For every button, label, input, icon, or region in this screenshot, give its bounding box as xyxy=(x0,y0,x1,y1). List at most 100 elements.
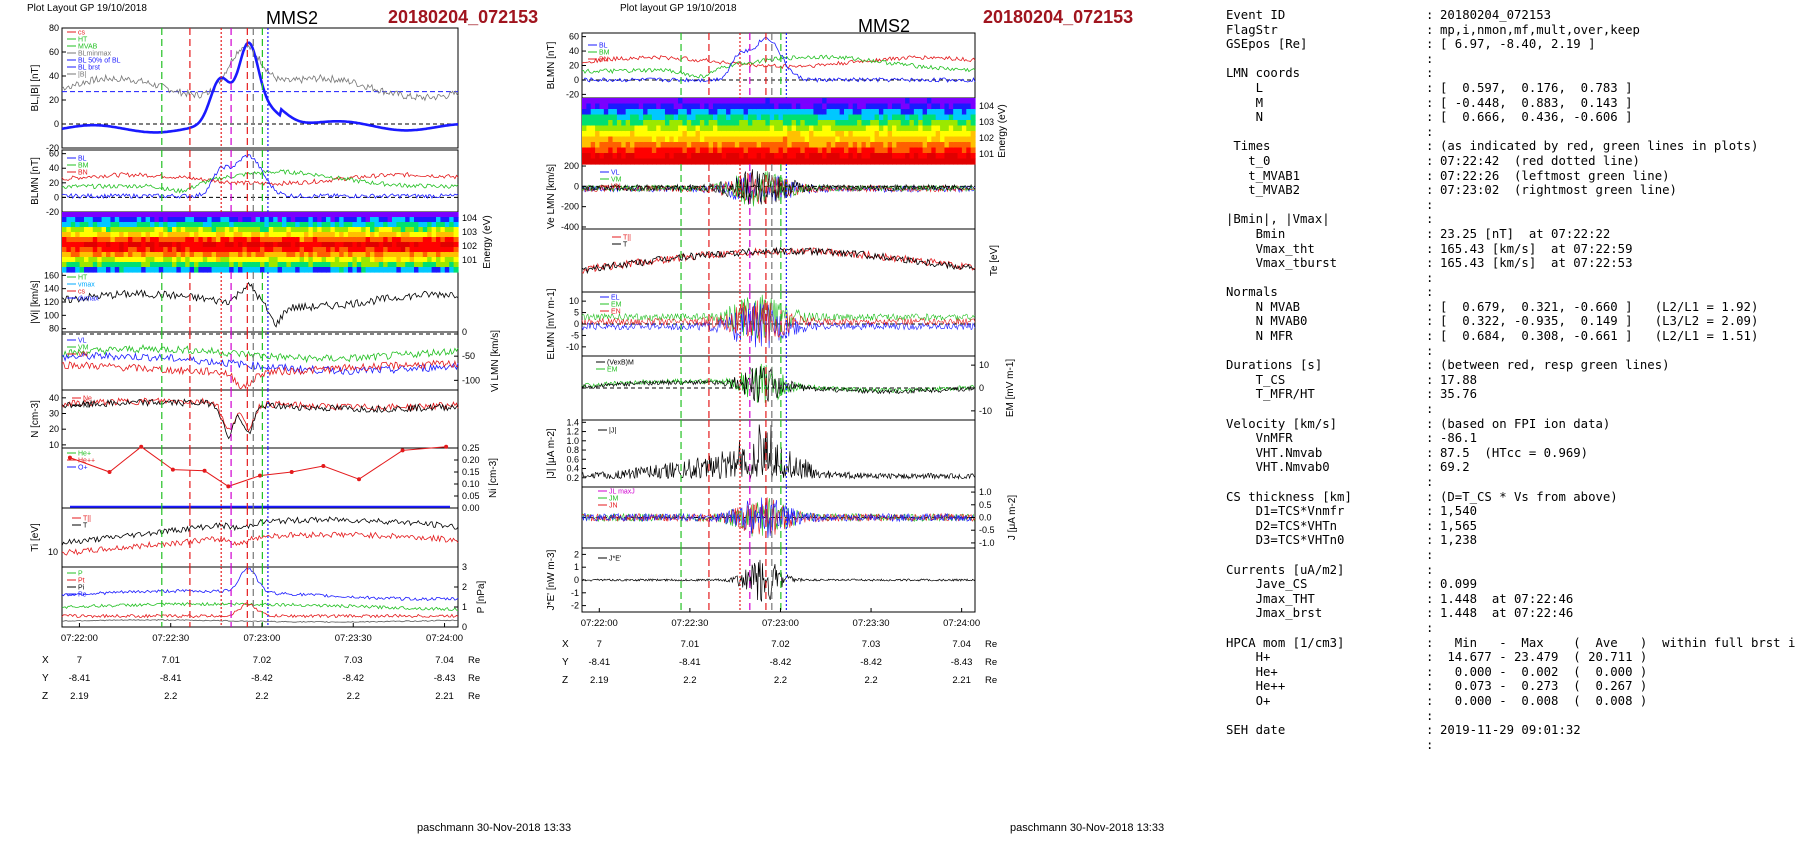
spectrogram-cell xyxy=(150,232,155,238)
y-tick-label: 0 xyxy=(462,622,467,632)
spectrogram-cell xyxy=(817,120,823,127)
spectrogram-cell xyxy=(286,217,292,223)
spectrogram-cell xyxy=(713,158,718,165)
spectrogram-cell xyxy=(387,247,393,253)
spectrogram-cell xyxy=(756,98,762,105)
spectrogram-cell xyxy=(765,103,771,110)
spectrogram-cell xyxy=(70,242,76,248)
spectrogram-cell xyxy=(106,252,111,258)
spectrogram-cell xyxy=(800,153,806,160)
spectrogram-cell xyxy=(88,267,94,273)
spectrogram-cell xyxy=(114,237,120,243)
spectrogram-cell xyxy=(79,222,85,228)
info-colon: : xyxy=(1426,226,1434,241)
spectrogram-cell xyxy=(282,232,287,238)
spectrogram-cell xyxy=(634,103,640,110)
spectrogram-cell xyxy=(678,103,684,110)
spectrogram-cell xyxy=(444,252,450,258)
spectrogram-cell xyxy=(286,227,292,233)
spectrogram-cell xyxy=(756,120,762,127)
spectrogram-cell xyxy=(150,252,155,258)
info-key: Velocity [km/s] xyxy=(1226,416,1338,431)
spectrogram-cell xyxy=(202,227,208,233)
spectrogram-cell xyxy=(167,212,173,218)
spectrogram-cell xyxy=(695,103,701,110)
spectrogram-cell xyxy=(835,103,841,110)
spectrogram-cell xyxy=(396,232,402,238)
spectrogram-cell xyxy=(830,153,836,160)
y-tick-label: 0 xyxy=(574,181,579,191)
spectrogram-cell xyxy=(396,267,402,273)
spectrogram-cell xyxy=(774,153,780,160)
legend-label: BL xyxy=(78,156,87,163)
spectrogram-cell xyxy=(782,136,788,143)
spectrogram-cell xyxy=(189,242,195,248)
spectrogram-cell xyxy=(621,109,627,116)
info-key xyxy=(1226,621,1426,636)
data-point xyxy=(107,470,112,474)
spectrogram-cell xyxy=(948,142,954,149)
spectrogram-cell xyxy=(586,136,592,143)
spectrogram-cell xyxy=(427,267,433,273)
spectrogram-cell xyxy=(79,242,85,248)
spectrogram-cell xyxy=(699,142,705,149)
spectrogram-cell xyxy=(673,147,679,154)
spectrogram-cell xyxy=(409,242,415,248)
info-colon: : xyxy=(1426,518,1434,533)
spectrogram-cell xyxy=(638,131,644,138)
spectrogram-cell xyxy=(62,217,67,223)
spectrogram-cell xyxy=(343,212,349,218)
spectrogram-cell xyxy=(852,153,858,160)
spectrogram-cell xyxy=(905,136,911,143)
spectrogram-cell xyxy=(918,98,924,105)
spectrogram-cell xyxy=(101,262,107,268)
spectrogram-cell xyxy=(935,142,941,149)
spectrogram-cell xyxy=(180,257,186,263)
spectrogram-cell xyxy=(686,98,692,105)
spectrogram-cell xyxy=(405,232,411,238)
spectrogram-cell xyxy=(769,158,775,165)
spectrogram-cell xyxy=(708,125,714,132)
spectrogram-cell xyxy=(887,120,893,127)
spectrogram-cell xyxy=(817,136,823,143)
spectrogram-cell xyxy=(782,120,788,127)
y-tick-label: 40 xyxy=(49,71,59,81)
spectrogram-cell xyxy=(383,267,389,273)
spectrogram-cell xyxy=(211,252,217,258)
spectrogram-cell xyxy=(255,247,261,253)
spectrogram-cell xyxy=(97,237,103,243)
spectrogram-cell xyxy=(282,237,287,243)
spectrogram-cell xyxy=(961,158,967,165)
spectrogram-cell xyxy=(804,103,810,110)
legend-label: (VexB)M xyxy=(607,360,634,367)
spectrogram-cell xyxy=(255,222,261,228)
legend-label: EM xyxy=(607,367,618,374)
info-key: Jave_CS xyxy=(1226,577,1308,592)
spectrogram-cell xyxy=(713,147,718,154)
spectrogram-cell xyxy=(878,153,884,160)
spectrogram-cell xyxy=(717,120,723,127)
spectrogram-cell xyxy=(660,103,666,110)
spectrogram-cell xyxy=(791,147,797,154)
info-key: N xyxy=(1226,110,1264,125)
spectrogram-cell xyxy=(721,103,727,110)
spectrogram-cell xyxy=(857,109,863,116)
info-colon: : xyxy=(1426,358,1434,373)
spectrogram-cell xyxy=(260,212,265,218)
y-axis-label: J [μA m-2] xyxy=(1007,495,1018,540)
spectrogram-cell xyxy=(444,232,450,238)
spectrogram-cell xyxy=(352,262,358,268)
info-colon: : xyxy=(1426,416,1434,431)
spectrogram-cell xyxy=(612,120,618,127)
spectrogram-cell xyxy=(630,136,635,143)
info-colon: : xyxy=(1426,708,1434,723)
spectrogram-cell xyxy=(378,217,384,223)
spectrogram-cell xyxy=(440,237,446,243)
y-tick-label: 0 xyxy=(574,319,579,329)
spectrogram-cell xyxy=(343,252,349,258)
spectrogram-cell xyxy=(730,136,736,143)
spectrogram-cell xyxy=(944,147,950,154)
spectrogram-cell xyxy=(778,142,784,149)
spectrogram-cell xyxy=(92,252,98,258)
spectrogram-cell xyxy=(686,103,692,110)
